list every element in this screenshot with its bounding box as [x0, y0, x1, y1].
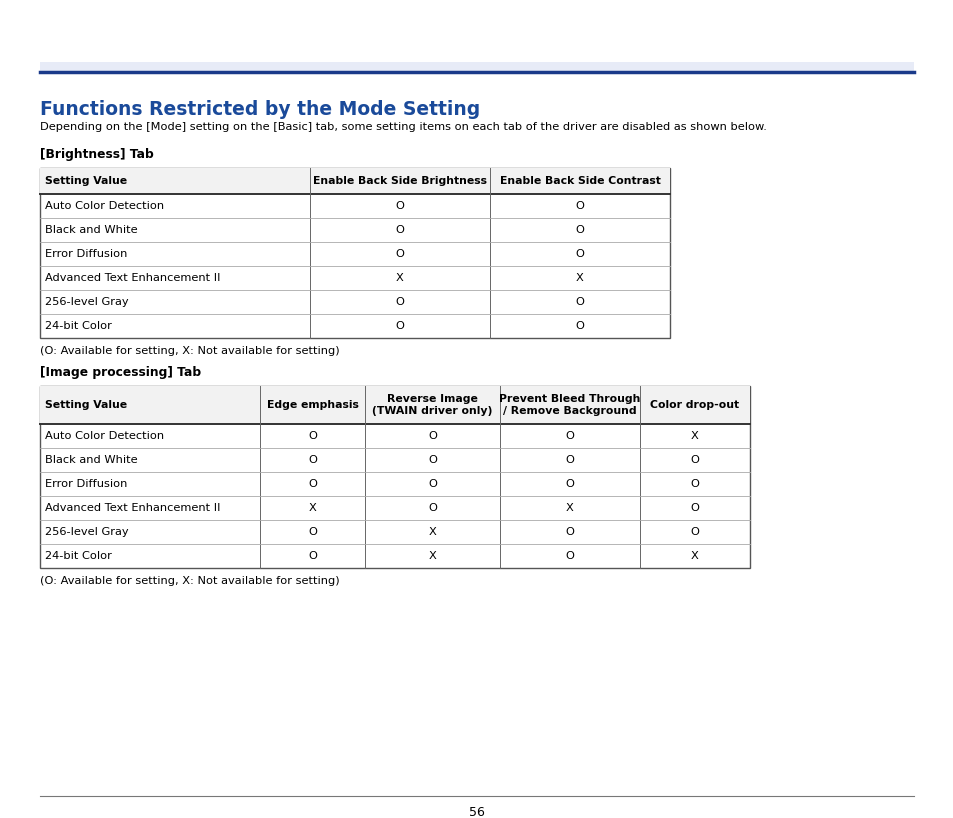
- Text: O: O: [690, 527, 699, 537]
- Text: Setting Value: Setting Value: [45, 400, 127, 410]
- Text: X: X: [428, 527, 436, 537]
- Text: O: O: [308, 431, 316, 441]
- Bar: [40, 62, 913, 72]
- Text: 256-level Gray: 256-level Gray: [45, 297, 129, 307]
- Text: O: O: [428, 455, 436, 465]
- Text: O: O: [428, 431, 436, 441]
- Text: Color drop-out: Color drop-out: [650, 400, 739, 410]
- Text: (O: Available for setting, X: Not available for setting): (O: Available for setting, X: Not availa…: [40, 346, 339, 356]
- Text: Prevent Bleed Through
/ Remove Background: Prevent Bleed Through / Remove Backgroun…: [498, 394, 640, 416]
- Text: O: O: [565, 479, 574, 489]
- Bar: [40, 168, 669, 194]
- Text: [Image processing] Tab: [Image processing] Tab: [40, 366, 201, 379]
- Text: O: O: [565, 431, 574, 441]
- Text: O: O: [395, 297, 404, 307]
- Text: Functions Restricted by the Mode Setting: Functions Restricted by the Mode Setting: [40, 100, 479, 119]
- Text: O: O: [575, 201, 584, 211]
- Text: Reverse Image
(TWAIN driver only): Reverse Image (TWAIN driver only): [372, 394, 492, 416]
- Text: Black and White: Black and White: [45, 455, 137, 465]
- Text: O: O: [395, 225, 404, 235]
- Text: O: O: [565, 551, 574, 561]
- Text: Setting Value: Setting Value: [45, 176, 127, 186]
- Text: Advanced Text Enhancement II: Advanced Text Enhancement II: [45, 273, 220, 283]
- Text: 256-level Gray: 256-level Gray: [45, 527, 129, 537]
- Text: Black and White: Black and White: [45, 225, 137, 235]
- Text: X: X: [565, 503, 574, 513]
- Text: Auto Color Detection: Auto Color Detection: [45, 201, 164, 211]
- Text: Error Diffusion: Error Diffusion: [45, 249, 128, 259]
- Text: O: O: [395, 321, 404, 331]
- Text: X: X: [576, 273, 583, 283]
- Text: O: O: [690, 455, 699, 465]
- Text: 24-bit Color: 24-bit Color: [45, 321, 112, 331]
- Text: [Brightness] Tab: [Brightness] Tab: [40, 148, 153, 161]
- Text: O: O: [395, 201, 404, 211]
- Text: Enable Back Side Brightness: Enable Back Side Brightness: [313, 176, 486, 186]
- Bar: [40, 168, 669, 338]
- Text: O: O: [575, 321, 584, 331]
- Text: X: X: [690, 431, 699, 441]
- Text: Depending on the [Mode] setting on the [Basic] tab, some setting items on each t: Depending on the [Mode] setting on the […: [40, 122, 766, 132]
- Text: X: X: [309, 503, 316, 513]
- Text: O: O: [428, 479, 436, 489]
- Text: X: X: [690, 551, 699, 561]
- Text: 24-bit Color: 24-bit Color: [45, 551, 112, 561]
- Text: Auto Color Detection: Auto Color Detection: [45, 431, 164, 441]
- Text: O: O: [308, 455, 316, 465]
- Text: O: O: [428, 503, 436, 513]
- Bar: [40, 386, 749, 568]
- Text: O: O: [395, 249, 404, 259]
- Text: O: O: [565, 527, 574, 537]
- Text: O: O: [308, 527, 316, 537]
- Text: (O: Available for setting, X: Not available for setting): (O: Available for setting, X: Not availa…: [40, 576, 339, 586]
- Text: O: O: [575, 297, 584, 307]
- Text: O: O: [690, 503, 699, 513]
- Bar: [40, 386, 749, 424]
- Text: O: O: [575, 225, 584, 235]
- Text: O: O: [565, 455, 574, 465]
- Text: 56: 56: [469, 806, 484, 818]
- Text: Enable Back Side Contrast: Enable Back Side Contrast: [499, 176, 659, 186]
- Text: Edge emphasis: Edge emphasis: [266, 400, 358, 410]
- Text: O: O: [575, 249, 584, 259]
- Text: Error Diffusion: Error Diffusion: [45, 479, 128, 489]
- Text: Advanced Text Enhancement II: Advanced Text Enhancement II: [45, 503, 220, 513]
- Text: X: X: [395, 273, 403, 283]
- Text: X: X: [428, 551, 436, 561]
- Text: O: O: [308, 479, 316, 489]
- Text: O: O: [690, 479, 699, 489]
- Text: O: O: [308, 551, 316, 561]
